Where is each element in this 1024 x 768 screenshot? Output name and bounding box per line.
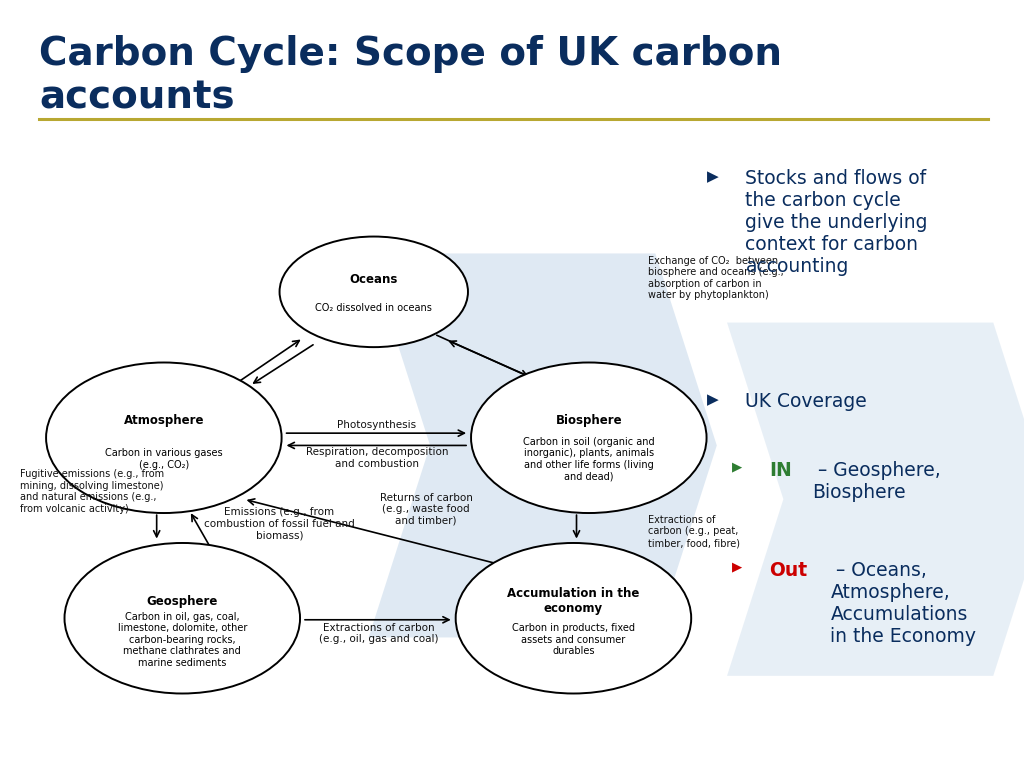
- Polygon shape: [727, 323, 1024, 676]
- Ellipse shape: [65, 543, 300, 694]
- Text: Accumulation in the
economy: Accumulation in the economy: [507, 588, 640, 615]
- Text: Extractions of carbon
(e.g., oil, gas and coal): Extractions of carbon (e.g., oil, gas an…: [319, 623, 438, 644]
- Text: Carbon in products, fixed
assets and consumer
durables: Carbon in products, fixed assets and con…: [512, 623, 635, 657]
- Text: Stocks and flows of
the carbon cycle
give the underlying
context for carbon
acco: Stocks and flows of the carbon cycle giv…: [745, 169, 928, 276]
- Text: Oceans: Oceans: [349, 273, 398, 286]
- Polygon shape: [369, 253, 717, 637]
- Text: Carbon in soil (organic and
inorganic), plants, animals
and other life forms (li: Carbon in soil (organic and inorganic), …: [523, 437, 654, 482]
- Text: Atmosphere: Atmosphere: [124, 415, 204, 427]
- Text: Returns of carbon
(e.g., waste food
and timber): Returns of carbon (e.g., waste food and …: [380, 492, 472, 526]
- Text: ▶: ▶: [732, 561, 742, 574]
- Ellipse shape: [46, 362, 282, 513]
- Ellipse shape: [280, 237, 468, 347]
- Text: UK Coverage: UK Coverage: [745, 392, 867, 411]
- Text: ▶: ▶: [707, 169, 718, 184]
- Text: Out: Out: [769, 561, 807, 580]
- Text: Exchange of CO₂  between
biosphere and oceans (e.g.,
absorption of carbon in
wat: Exchange of CO₂ between biosphere and oc…: [648, 256, 784, 300]
- Text: Respiration, decomposition
and combustion: Respiration, decomposition and combustio…: [305, 447, 449, 468]
- Text: Fugitive emissions (e.g., from
mining, dissolving limestone)
and natural emissio: Fugitive emissions (e.g., from mining, d…: [20, 469, 165, 514]
- Text: Extractions of
carbon (e.g., peat,
timber, food, fibre): Extractions of carbon (e.g., peat, timbe…: [648, 515, 740, 548]
- Text: ▶: ▶: [707, 392, 718, 407]
- Text: Geosphere: Geosphere: [146, 595, 218, 607]
- Ellipse shape: [471, 362, 707, 513]
- Text: Emissions (e.g., from
combustion of fossil fuel and
biomass): Emissions (e.g., from combustion of foss…: [204, 507, 355, 541]
- Ellipse shape: [456, 543, 691, 694]
- Text: – Geosphere,
Biosphere: – Geosphere, Biosphere: [812, 461, 941, 502]
- Text: Carbon in oil, gas, coal,
limestone, dolomite, other
carbon-bearing rocks,
metha: Carbon in oil, gas, coal, limestone, dol…: [118, 611, 247, 668]
- Text: IN: IN: [769, 461, 792, 480]
- Text: CO₂ dissolved in oceans: CO₂ dissolved in oceans: [315, 303, 432, 313]
- Text: ▶: ▶: [732, 461, 742, 474]
- Text: Carbon Cycle: Scope of UK carbon
accounts: Carbon Cycle: Scope of UK carbon account…: [39, 35, 782, 117]
- Text: Biosphere: Biosphere: [555, 415, 623, 427]
- Text: – Oceans,
Atmosphere,
Accumulations
in the Economy: – Oceans, Atmosphere, Accumulations in t…: [830, 561, 977, 646]
- Text: Photosynthesis: Photosynthesis: [337, 419, 417, 430]
- Text: Carbon in various gases
(e.g., CO₂): Carbon in various gases (e.g., CO₂): [105, 449, 222, 470]
